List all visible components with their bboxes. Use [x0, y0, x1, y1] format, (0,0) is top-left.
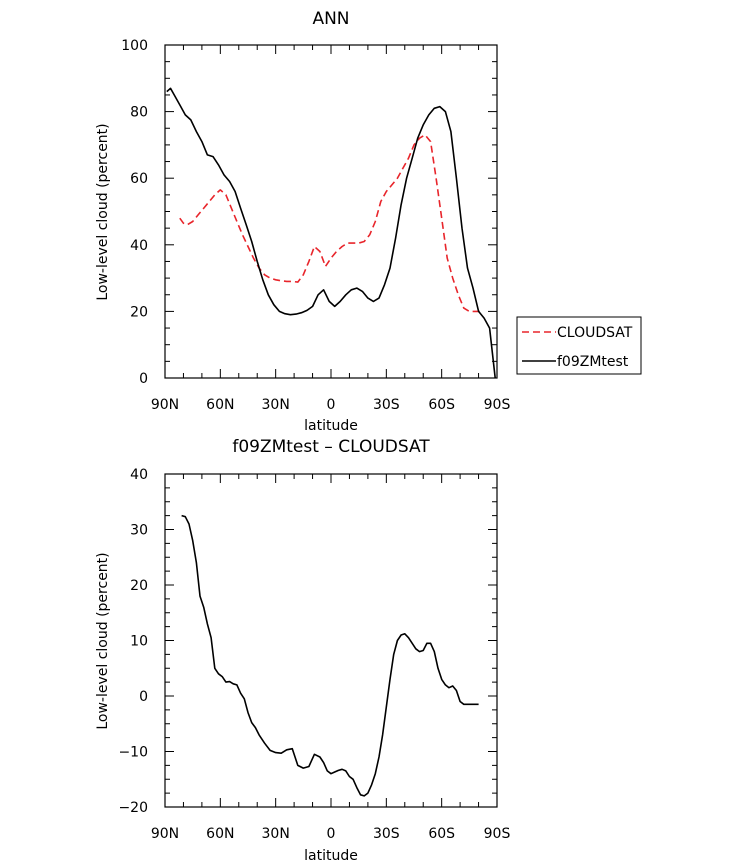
top-panel-legend: CLOUDSAT f09ZMtest — [516, 316, 642, 375]
panel-0-x-tick-label: 90S — [484, 397, 511, 413]
panel-0-y-tick-label: 40 — [130, 238, 148, 254]
panel-1-y-tick-label: 20 — [130, 578, 148, 594]
panel-0-y-tick-label: 60 — [130, 171, 148, 187]
top-panel-x-axis-label: latitude — [304, 418, 358, 434]
top-panel-title: ANN — [312, 9, 349, 29]
panel-1-x-tick-label: 60N — [206, 826, 234, 842]
panel-1-x-tick-label: 60S — [428, 826, 455, 842]
panel-1-x-tick-label: 30N — [262, 826, 290, 842]
panel-1-x-tick-label: 90N — [151, 826, 179, 842]
bottom-panel-difference: f09ZMtest – CLOUDSAT latitude Low-level … — [95, 437, 510, 864]
panel-0-y-tick-label: 100 — [121, 38, 148, 54]
legend-frame — [516, 316, 642, 375]
panel-0-y-tick-label: 0 — [139, 371, 148, 387]
panel-1-x-tick-label: 0 — [327, 826, 336, 842]
panel-1-series-line-difference — [181, 514, 479, 797]
panel-0-x-tick-label: 60S — [428, 397, 455, 413]
panel-0-x-tick-label: 90N — [151, 397, 179, 413]
panel-0-series-line-cloudsat — [179, 134, 483, 313]
panel-0-plot-frame — [164, 44, 498, 379]
panel-1-plot-frame — [164, 473, 498, 808]
panel-0-y-tick-label: 80 — [130, 105, 148, 121]
panel-1-y-tick-label: 10 — [130, 634, 148, 650]
panel-0-series-line-f09zmtest — [166, 87, 496, 379]
panel-1-x-tick-label: 30S — [373, 826, 400, 842]
panel-1-x-tick-label: 90S — [484, 826, 511, 842]
top-panel-y-axis-label: Low-level cloud (percent) — [95, 123, 111, 300]
bottom-panel-y-axis-label: Low-level cloud (percent) — [95, 552, 111, 729]
panel-0-y-tick-label: 20 — [130, 304, 148, 320]
panel-1-y-tick-label: 40 — [130, 467, 148, 483]
legend-label-cloudsat: CLOUDSAT — [557, 325, 633, 341]
bottom-panel-title: f09ZMtest – CLOUDSAT — [232, 437, 430, 457]
panel-0-x-tick-label: 30N — [262, 397, 290, 413]
panel-1-y-tick-label: 0 — [139, 689, 148, 705]
panel-0-x-tick-label: 60N — [206, 397, 234, 413]
panel-0-x-tick-label: 0 — [327, 397, 336, 413]
panel-0-x-tick-label: 30S — [373, 397, 400, 413]
legend-label-f09zmtest: f09ZMtest — [557, 354, 629, 370]
panel-1-y-tick-label: 30 — [130, 523, 148, 539]
top-panel-annual-low-cloud: ANN latitude Low-level cloud (percent) 0… — [95, 9, 510, 434]
panel-1-y-tick-label: −20 — [118, 800, 148, 816]
panel-1-y-tick-label: −10 — [118, 745, 148, 761]
bottom-panel-x-axis-label: latitude — [304, 848, 358, 864]
